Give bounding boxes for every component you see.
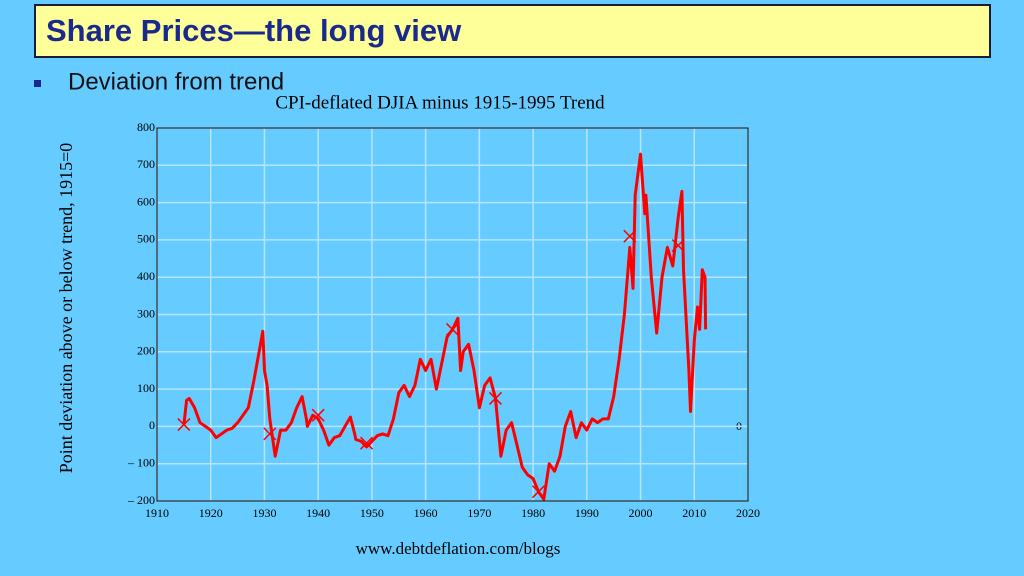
cross-marker: [531, 485, 545, 499]
x-tick-label: 1930: [252, 506, 276, 520]
cross-marker: [263, 427, 277, 441]
bullet-text: Deviation from trend: [68, 68, 284, 95]
y-tick-label: 0: [149, 418, 155, 432]
slide-title: Share Prices—the long view: [46, 13, 462, 48]
x-tick-label: 2000: [629, 506, 653, 520]
y-tick-label: 200: [137, 344, 155, 358]
x-tick-label: 1980: [521, 506, 545, 520]
x-tick-label: 1960: [414, 506, 438, 520]
chart-title: CPI-deflated DJIA minus 1915-1995 Trend: [275, 92, 605, 113]
cross-marker: [360, 436, 374, 450]
x-tick-label: 1970: [467, 506, 491, 520]
cross-marker: [445, 322, 460, 336]
x-tick-label: 2010: [682, 506, 706, 520]
y-tick-label: 700: [137, 157, 155, 171]
x-tick-label: 1940: [306, 506, 330, 520]
y-tick-label: 400: [137, 269, 155, 283]
cross-marker: [623, 229, 637, 243]
cross-marker: [177, 418, 191, 432]
cross-marker: [488, 391, 503, 405]
y-tick-label: – 100: [127, 455, 155, 469]
y-tick-label: 800: [137, 120, 155, 134]
data-line: [182, 152, 708, 501]
cross-marker: [671, 238, 685, 253]
x-tick-label: 1990: [575, 506, 599, 520]
y-axis-label: Point deviation above or below trend, 19…: [56, 143, 76, 474]
y-tick-label: – 200: [127, 493, 155, 507]
y-tick-label: 600: [137, 194, 155, 208]
x-tick-label: 1920: [199, 506, 223, 520]
title-box: [34, 4, 991, 58]
x-tick-label: 1950: [360, 506, 384, 520]
cross-marker: [311, 408, 325, 422]
y-tick-label: 500: [137, 232, 155, 246]
plot: – 200 – 100 0 100 200 300 400 500 600 700 800 1910 1…: [127, 120, 760, 520]
x-tick-label: 2020: [736, 506, 760, 520]
y-tick-label: 100: [137, 381, 155, 395]
source: www.debtdeflation.com/blogs: [356, 539, 561, 558]
bullet-icon: [34, 80, 41, 87]
plot-frame: [156, 127, 749, 502]
x-tick-label: 1910: [145, 506, 169, 520]
y-tick-label: 300: [137, 306, 155, 320]
